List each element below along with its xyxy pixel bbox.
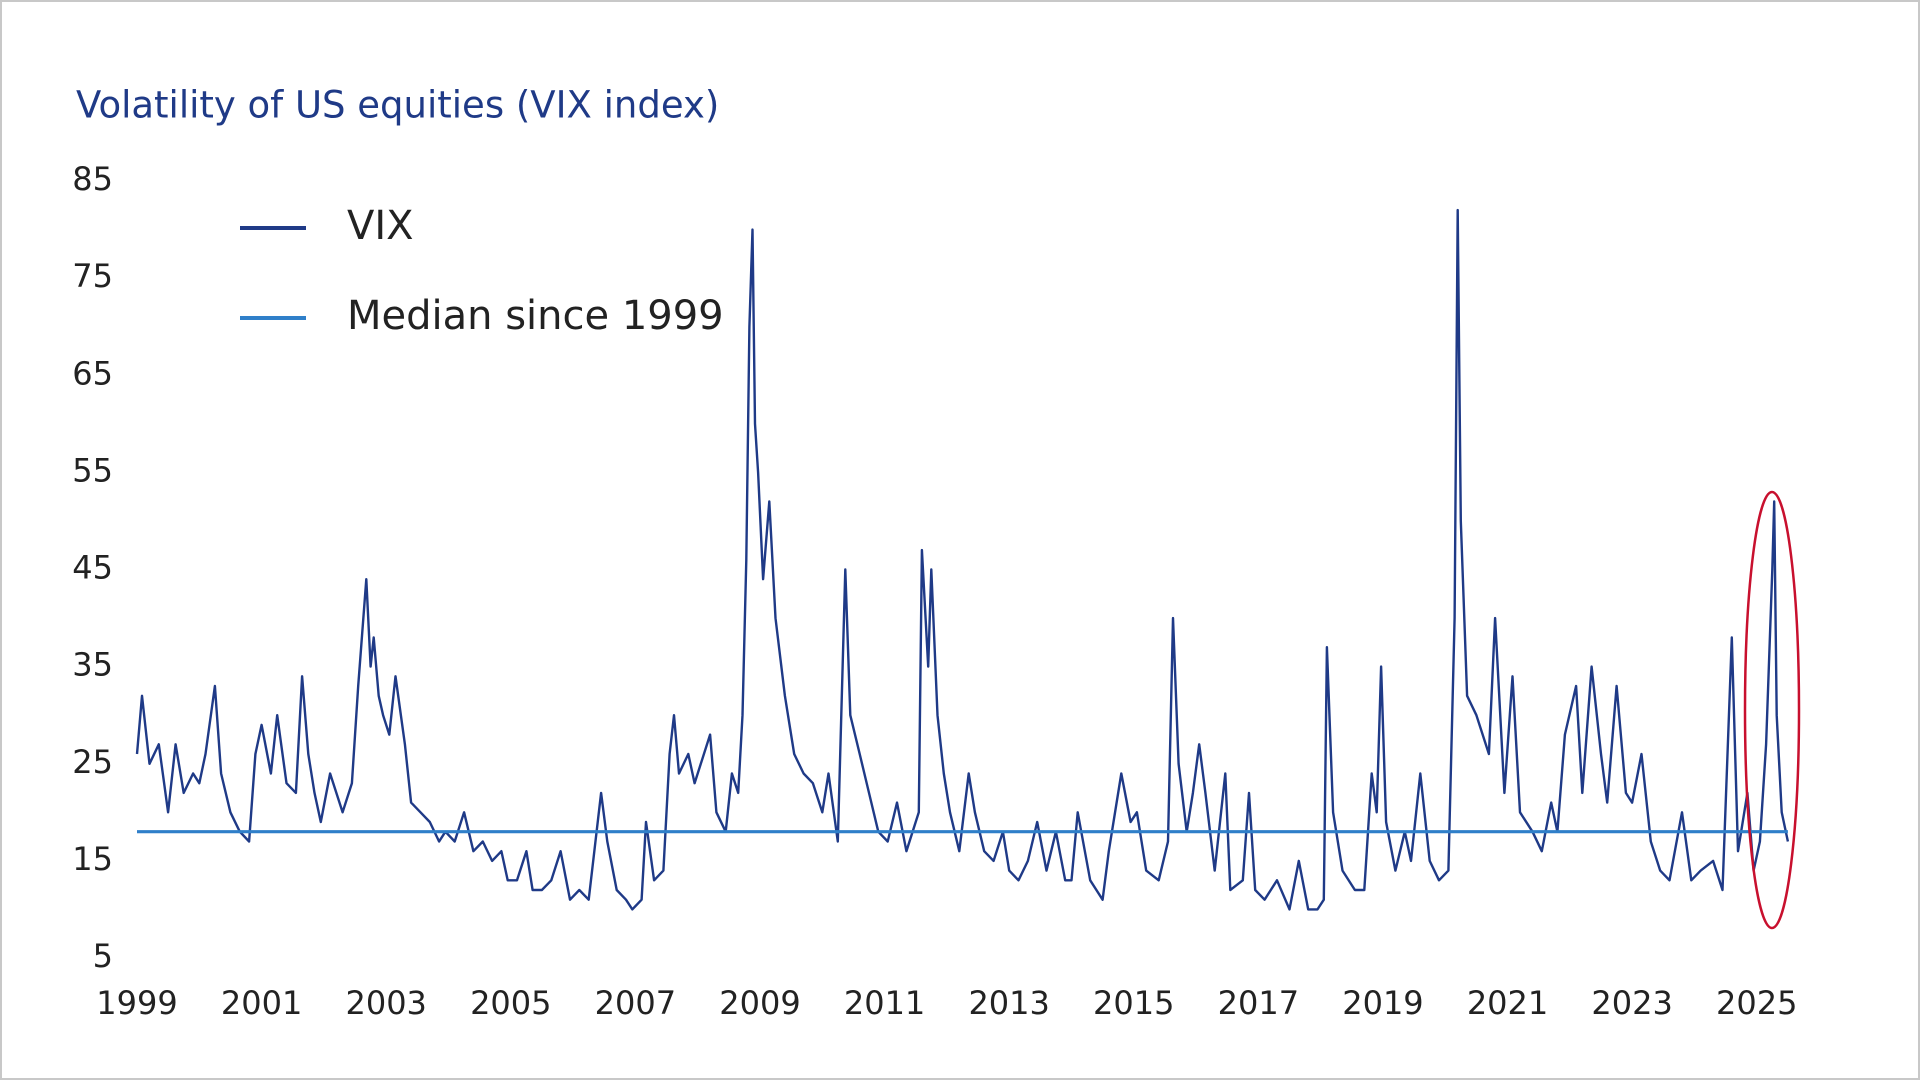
y-tick-label: 55	[72, 451, 113, 489]
x-tick-label: 2015	[1093, 984, 1174, 1022]
highlight-ellipse	[1743, 490, 1801, 930]
y-tick-label: 75	[72, 257, 113, 295]
vix-line	[135, 208, 1790, 911]
x-tick-label: 2023	[1591, 984, 1672, 1022]
chart-title: Volatility of US equities (VIX index)	[76, 84, 719, 127]
y-tick-label: 15	[72, 840, 113, 878]
y-tick-label: 45	[72, 549, 113, 587]
x-tick-label: 2007	[595, 984, 676, 1022]
x-tick-label: 2011	[844, 984, 925, 1022]
x-tick-label: 2019	[1342, 984, 1423, 1022]
y-tick-label: 85	[72, 160, 113, 198]
y-tick-label: 5	[93, 937, 113, 975]
y-tick-label: 35	[72, 646, 113, 684]
x-tick-label: 2017	[1218, 984, 1299, 1022]
x-tick-label: 2009	[719, 984, 800, 1022]
x-tick-label: 1999	[96, 984, 177, 1022]
y-tick-label: 25	[72, 743, 113, 781]
legend-label: VIX	[347, 203, 414, 249]
legend-label: Median since 1999	[347, 293, 724, 339]
y-tick-label: 65	[72, 354, 113, 392]
x-tick-label: 2021	[1467, 984, 1548, 1022]
x-tick-label: 2003	[345, 984, 426, 1022]
x-tick-label: 2001	[221, 984, 302, 1022]
x-tick-label: 2025	[1716, 984, 1797, 1022]
x-tick-label: 2013	[968, 984, 1049, 1022]
x-tick-label: 2005	[470, 984, 551, 1022]
